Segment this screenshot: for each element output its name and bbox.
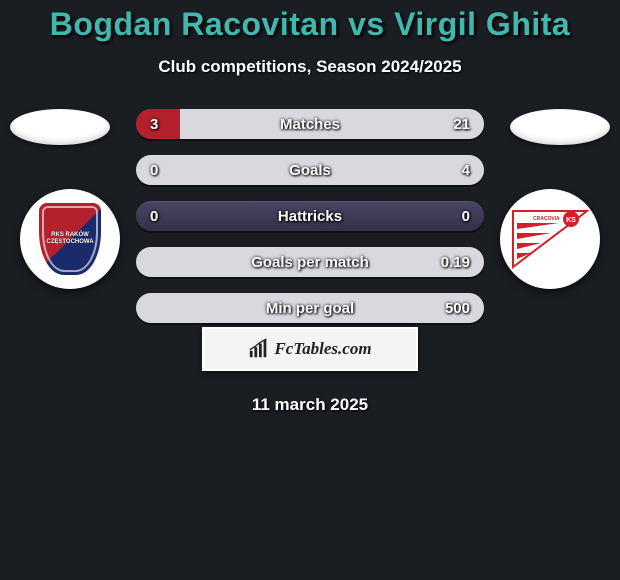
shield-icon: RKS RAKÓW CZĘSTOCHOWA <box>39 203 101 275</box>
right-country-flag <box>510 109 610 145</box>
stat-row: 3Matches21 <box>136 109 484 139</box>
stat-row: Min per goal500 <box>136 293 484 323</box>
title-vs: vs <box>348 6 385 42</box>
comparison-card: Bogdan Racovitan vs Virgil Ghita Club co… <box>0 0 620 580</box>
content-area: RKS RAKÓW CZĘSTOCHOWA KS CRACOVIA 3Match… <box>0 111 620 321</box>
stat-label: Matches <box>136 116 484 133</box>
stat-label: Hattricks <box>136 208 484 225</box>
right-club-badge: KS CRACOVIA <box>500 189 600 289</box>
date-text: 11 march 2025 <box>0 395 620 415</box>
stat-label: Min per goal <box>136 300 484 317</box>
subtitle: Club competitions, Season 2024/2025 <box>0 57 620 77</box>
bar-chart-icon <box>248 338 270 360</box>
stat-rows: 3Matches21 0Goals4 0Hattricks0 Goals per ma… <box>136 109 484 339</box>
left-club-badge: RKS RAKÓW CZĘSTOCHOWA <box>20 189 120 289</box>
stat-row: Goals per match0.19 <box>136 247 484 277</box>
flag-ellipse-icon <box>510 109 610 145</box>
flag-ellipse-icon <box>10 109 110 145</box>
page-title: Bogdan Racovitan vs Virgil Ghita <box>0 0 620 43</box>
brand-text: FcTables.com <box>274 339 371 359</box>
svg-text:CRACOVIA: CRACOVIA <box>533 216 560 222</box>
title-player1: Bogdan Racovitan <box>50 6 339 42</box>
stat-row: 0Goals4 <box>136 155 484 185</box>
svg-text:KS: KS <box>566 217 576 224</box>
left-country-flag <box>10 109 110 145</box>
left-club-text: RKS RAKÓW CZĘSTOCHOWA <box>39 232 101 245</box>
stat-label: Goals per match <box>136 254 484 271</box>
title-player2: Virgil Ghita <box>394 6 570 42</box>
stat-row: 0Hattricks0 <box>136 201 484 231</box>
stat-label: Goals <box>136 162 484 179</box>
pennant-icon: KS CRACOVIA <box>511 209 589 269</box>
